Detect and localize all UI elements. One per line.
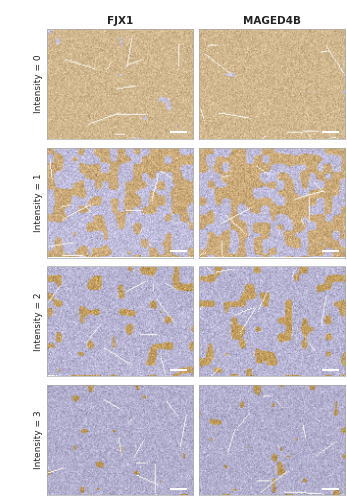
Text: FJX1: FJX1 bbox=[107, 16, 133, 26]
Text: Intensity = 3: Intensity = 3 bbox=[34, 411, 43, 470]
Text: Intensity = 0: Intensity = 0 bbox=[34, 54, 43, 113]
Text: Intensity = 1: Intensity = 1 bbox=[34, 174, 43, 232]
Text: Intensity = 2: Intensity = 2 bbox=[34, 292, 43, 350]
Text: MAGED4B: MAGED4B bbox=[243, 16, 301, 26]
